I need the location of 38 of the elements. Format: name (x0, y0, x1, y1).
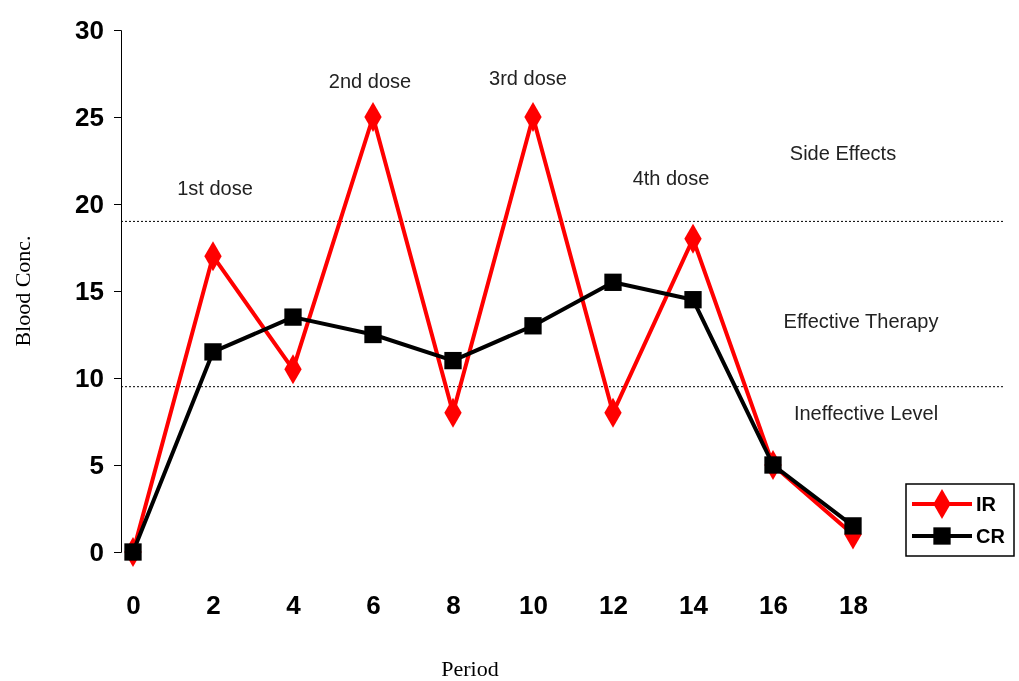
annotation: 2nd dose (328, 70, 412, 92)
x-tick-label: 12 (599, 590, 628, 621)
x-tick-label: 4 (286, 590, 302, 621)
x-tick-label: 10 (519, 590, 548, 621)
y-tick-label: 30 (75, 14, 104, 45)
y-tick-label: 25 (75, 101, 104, 132)
x-tick-label: 14 (679, 590, 709, 621)
point (444, 351, 462, 370)
x-tick-label: 6 (366, 590, 381, 621)
point (764, 456, 782, 474)
x-axis-title: Period (441, 656, 499, 681)
y-tick-label: 10 (75, 362, 104, 393)
y-tick-label: 0 (89, 536, 104, 567)
y-tick-label: 15 (75, 275, 104, 306)
x-tick-label: 0 (126, 590, 141, 621)
x-tick-label: 2 (206, 590, 221, 621)
point (524, 317, 542, 335)
point (284, 308, 302, 326)
annotation: 4th dose (632, 167, 710, 189)
point (684, 291, 702, 309)
point (364, 325, 382, 344)
annotation: Ineffective Level (793, 402, 939, 424)
point (124, 543, 142, 561)
point (204, 343, 222, 361)
legend-label: CR (976, 525, 1006, 547)
y-tick-label: 5 (89, 449, 104, 480)
point (844, 517, 862, 535)
annotation: 3rd dose (489, 67, 567, 89)
x-tick-label: 18 (839, 590, 868, 621)
annotation: 1st dose (177, 177, 253, 199)
x-tick-label: 8 (446, 590, 461, 621)
annotation: Side Effects (789, 142, 897, 164)
legend-label: IR (976, 493, 997, 515)
y-axis-title: Blood Conc. (10, 235, 35, 347)
annotation: Effective Therapy (783, 310, 939, 332)
y-tick-label: 20 (75, 188, 104, 219)
point (604, 273, 622, 291)
x-tick-label: 16 (759, 590, 788, 621)
